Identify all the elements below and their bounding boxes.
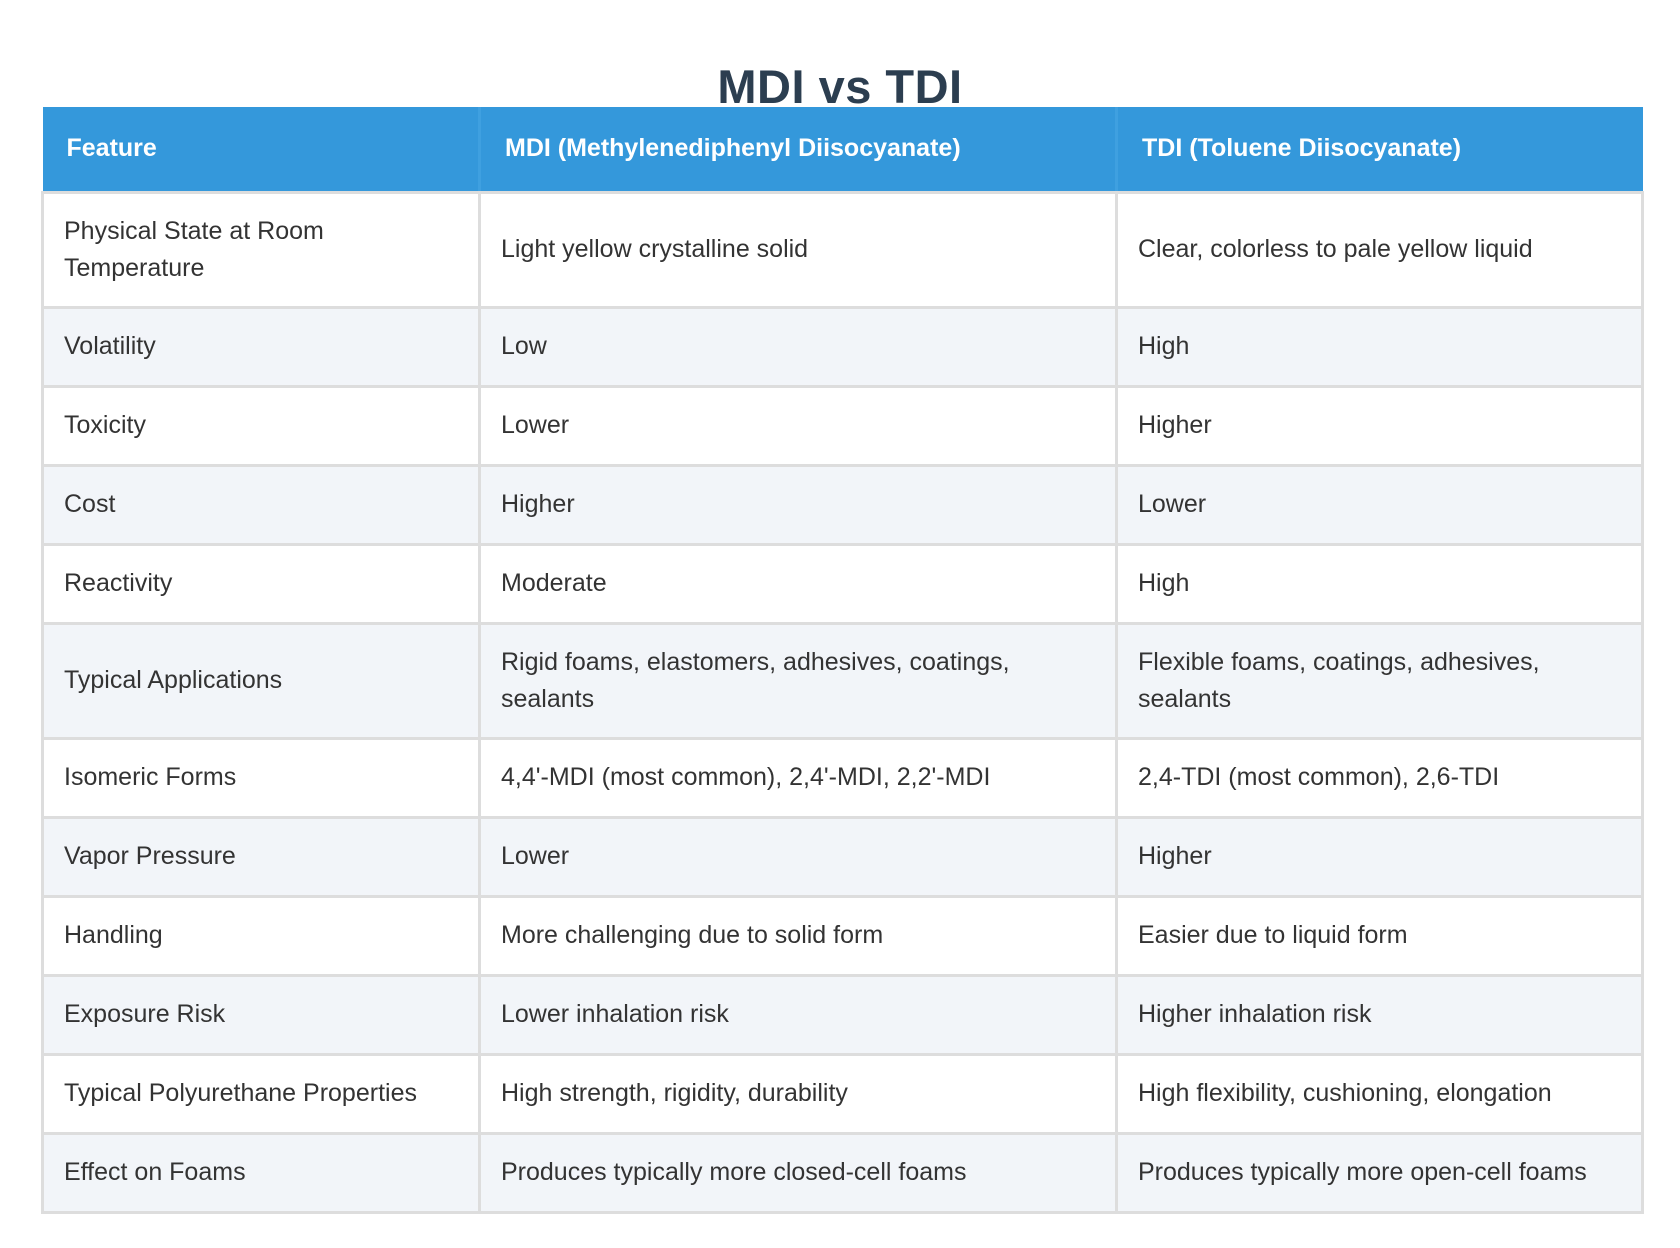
feature-cell: Reactivity <box>41 542 481 625</box>
feature-cell: Typical Polyurethane Properties <box>41 1052 481 1135</box>
table-row: Vapor Pressure Lower Higher <box>41 815 1644 898</box>
mdi-cell: More challenging due to solid form <box>478 894 1118 977</box>
mdi-cell: High strength, rigidity, durability <box>478 1052 1118 1135</box>
feature-cell: Physical State at Room Temperature <box>41 190 481 309</box>
tdi-cell: Flexible foams, coatings, adhesives, sea… <box>1115 621 1644 740</box>
tdi-cell: High <box>1115 542 1644 625</box>
tdi-cell: Easier due to liquid form <box>1115 894 1644 977</box>
feature-cell: Typical Applications <box>41 621 481 740</box>
feature-cell: Isomeric Forms <box>41 736 481 819</box>
table-row: Typical Polyurethane Properties High str… <box>41 1052 1644 1135</box>
tdi-cell: Higher <box>1115 815 1644 898</box>
mdi-cell: Moderate <box>478 542 1118 625</box>
tdi-cell: Clear, colorless to pale yellow liquid <box>1115 190 1644 309</box>
table-row: Toxicity Lower Higher <box>41 384 1644 467</box>
header-tdi: TDI (Toluene Diisocyanate) <box>1116 107 1643 194</box>
mdi-cell: Lower <box>478 815 1118 898</box>
mdi-cell: Low <box>478 305 1118 388</box>
tdi-cell: Lower <box>1115 463 1644 546</box>
table-row: Exposure Risk Lower inhalation risk High… <box>41 973 1644 1056</box>
feature-cell: Toxicity <box>41 384 481 467</box>
table-row: Effect on Foams Produces typically more … <box>41 1131 1644 1214</box>
table-row: Reactivity Moderate High <box>41 542 1644 625</box>
page-title: MDI vs TDI <box>717 60 963 114</box>
tdi-cell: Higher inhalation risk <box>1115 973 1644 1056</box>
feature-cell: Cost <box>41 463 481 546</box>
mdi-cell: Produces typically more closed-cell foam… <box>478 1131 1118 1214</box>
table-header-row: Feature MDI (Methylenediphenyl Diisocyan… <box>42 107 1643 194</box>
tdi-cell: High <box>1115 305 1644 388</box>
table-row: Typical Applications Rigid foams, elasto… <box>41 621 1644 740</box>
feature-cell: Effect on Foams <box>41 1131 481 1214</box>
table-row: Physical State at Room Temperature Light… <box>41 190 1644 309</box>
header-mdi: MDI (Methylenediphenyl Diisocyanate) <box>479 107 1118 194</box>
tdi-cell: High flexibility, cushioning, elongation <box>1115 1052 1644 1135</box>
tdi-cell: Produces typically more open-cell foams <box>1115 1131 1644 1214</box>
tdi-cell: 2,4-TDI (most common), 2,6-TDI <box>1115 736 1644 819</box>
tdi-cell: Higher <box>1115 384 1644 467</box>
table-row: Cost Higher Lower <box>41 463 1644 546</box>
mdi-cell: 4,4'-MDI (most common), 2,4'-MDI, 2,2'-M… <box>478 736 1118 819</box>
feature-cell: Vapor Pressure <box>41 815 481 898</box>
feature-cell: Handling <box>41 894 481 977</box>
table-row: Isomeric Forms 4,4'-MDI (most common), 2… <box>41 736 1644 819</box>
comparison-table: Feature MDI (Methylenediphenyl Diisocyan… <box>41 107 1644 1214</box>
table-row: Volatility Low High <box>41 305 1644 388</box>
mdi-cell: Lower <box>478 384 1118 467</box>
table-row: Handling More challenging due to solid f… <box>41 894 1644 977</box>
mdi-cell: Rigid foams, elastomers, adhesives, coat… <box>478 621 1118 740</box>
mdi-cell: Light yellow crystalline solid <box>478 190 1118 309</box>
mdi-cell: Lower inhalation risk <box>478 973 1118 1056</box>
header-feature: Feature <box>42 107 481 194</box>
feature-cell: Volatility <box>41 305 481 388</box>
feature-cell: Exposure Risk <box>41 973 481 1056</box>
mdi-cell: Higher <box>478 463 1118 546</box>
